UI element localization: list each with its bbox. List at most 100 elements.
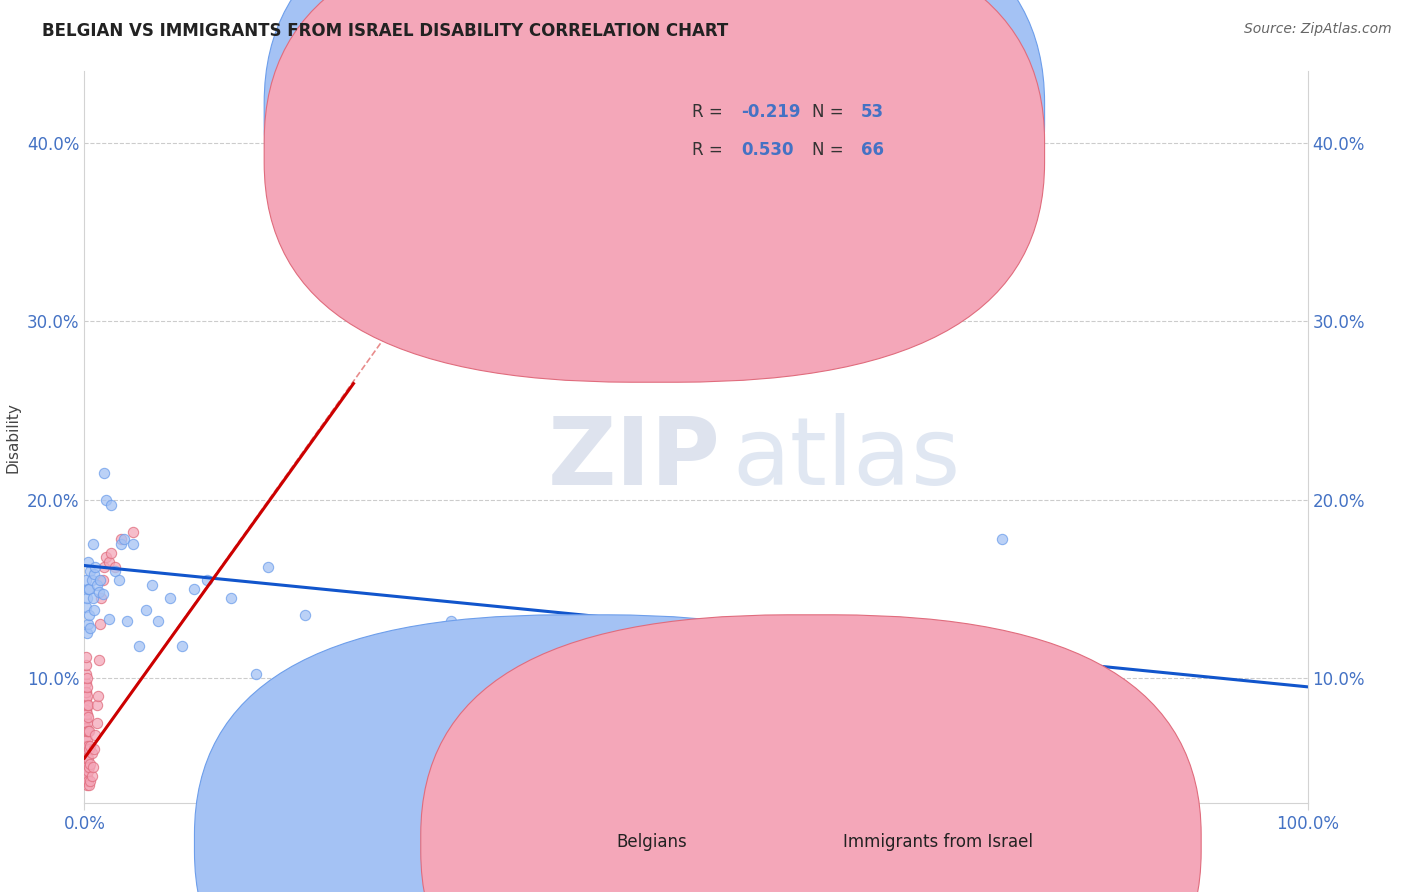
Point bbox=[75, 721, 97, 735]
Point bbox=[76, 733, 98, 747]
Text: ZIP: ZIP bbox=[547, 413, 720, 505]
Point bbox=[245, 667, 267, 681]
Point bbox=[83, 567, 105, 582]
Point bbox=[76, 724, 98, 739]
Point bbox=[86, 698, 108, 712]
Point bbox=[110, 532, 132, 546]
Point bbox=[76, 742, 98, 756]
FancyBboxPatch shape bbox=[194, 615, 974, 892]
Text: 0.530: 0.530 bbox=[741, 141, 794, 159]
Point bbox=[77, 582, 100, 596]
Text: BELGIAN VS IMMIGRANTS FROM ISRAEL DISABILITY CORRELATION CHART: BELGIAN VS IMMIGRANTS FROM ISRAEL DISABI… bbox=[42, 22, 728, 40]
Point bbox=[75, 676, 97, 690]
Point bbox=[391, 703, 413, 717]
Point bbox=[75, 599, 97, 614]
FancyBboxPatch shape bbox=[264, 0, 1045, 344]
Point bbox=[75, 739, 97, 753]
Point bbox=[110, 537, 132, 551]
Point bbox=[84, 560, 107, 574]
Point bbox=[76, 715, 98, 730]
Point bbox=[77, 751, 100, 765]
Point bbox=[77, 698, 100, 712]
Point bbox=[76, 689, 98, 703]
Point bbox=[195, 573, 218, 587]
Point bbox=[172, 639, 194, 653]
Point bbox=[75, 658, 97, 673]
Point bbox=[77, 555, 100, 569]
Point bbox=[75, 712, 97, 726]
Point bbox=[104, 560, 127, 574]
FancyBboxPatch shape bbox=[420, 615, 1201, 892]
Point bbox=[82, 591, 104, 605]
Point bbox=[76, 680, 98, 694]
Point bbox=[80, 573, 103, 587]
Point bbox=[91, 573, 114, 587]
Point bbox=[79, 621, 101, 635]
Point bbox=[84, 728, 107, 742]
Point bbox=[87, 653, 110, 667]
Point bbox=[77, 724, 100, 739]
Point bbox=[83, 603, 105, 617]
Point bbox=[75, 649, 97, 664]
Point bbox=[83, 742, 105, 756]
Point bbox=[1114, 683, 1136, 698]
Point bbox=[77, 608, 100, 623]
Point bbox=[141, 578, 163, 592]
Point bbox=[75, 764, 97, 778]
Point bbox=[79, 739, 101, 753]
Point bbox=[82, 760, 104, 774]
Point bbox=[440, 614, 463, 628]
Point bbox=[75, 573, 97, 587]
Point bbox=[107, 573, 129, 587]
Point bbox=[76, 698, 98, 712]
Point bbox=[97, 555, 120, 569]
Text: 66: 66 bbox=[860, 141, 884, 159]
Point bbox=[75, 721, 97, 735]
Text: Source: ZipAtlas.com: Source: ZipAtlas.com bbox=[1244, 22, 1392, 37]
Point bbox=[76, 760, 98, 774]
Point bbox=[75, 730, 97, 744]
Point bbox=[76, 591, 98, 605]
Point bbox=[77, 739, 100, 753]
Point bbox=[82, 537, 104, 551]
Point bbox=[76, 769, 98, 783]
Point bbox=[77, 710, 100, 724]
Point bbox=[219, 591, 242, 605]
Point bbox=[80, 746, 103, 760]
Point bbox=[257, 560, 280, 574]
Point bbox=[128, 639, 150, 653]
Point bbox=[75, 739, 97, 753]
Text: Immigrants from Israel: Immigrants from Israel bbox=[842, 832, 1033, 851]
Point bbox=[87, 585, 110, 599]
Point bbox=[86, 578, 108, 592]
Point bbox=[93, 466, 115, 480]
Point bbox=[80, 769, 103, 783]
Text: N =: N = bbox=[813, 103, 849, 120]
Text: 53: 53 bbox=[860, 103, 884, 120]
Point bbox=[75, 692, 97, 706]
Point bbox=[76, 671, 98, 685]
Point bbox=[77, 778, 100, 792]
Point bbox=[76, 778, 98, 792]
Point bbox=[75, 774, 97, 789]
Point bbox=[112, 532, 135, 546]
Point bbox=[502, 676, 524, 690]
Point bbox=[76, 706, 98, 721]
Point bbox=[77, 724, 100, 739]
Point bbox=[77, 742, 100, 756]
Point bbox=[75, 685, 97, 699]
Point bbox=[87, 689, 110, 703]
Point bbox=[79, 756, 101, 771]
Text: R =: R = bbox=[692, 103, 728, 120]
Point bbox=[77, 764, 100, 778]
Point bbox=[305, 685, 328, 699]
Text: R =: R = bbox=[692, 141, 728, 159]
Point bbox=[77, 760, 100, 774]
Point bbox=[159, 591, 181, 605]
Point bbox=[75, 746, 97, 760]
Point bbox=[122, 524, 145, 539]
Point bbox=[146, 614, 169, 628]
Point bbox=[294, 608, 316, 623]
Point bbox=[75, 667, 97, 681]
Point bbox=[89, 573, 111, 587]
